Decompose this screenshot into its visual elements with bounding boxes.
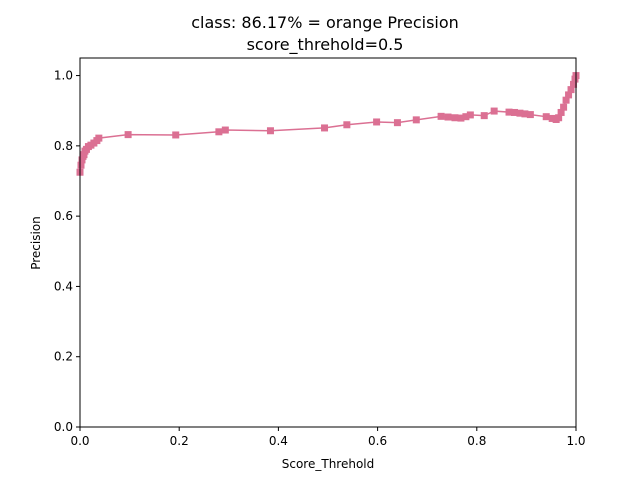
y-axis-label: Precision bbox=[29, 216, 43, 270]
chart-title-line2: score_threhold=0.5 bbox=[247, 35, 404, 55]
data-point bbox=[480, 112, 488, 120]
x-tick-label: 0.4 bbox=[269, 434, 288, 448]
data-point bbox=[266, 127, 274, 135]
x-tick-label: 0.6 bbox=[368, 434, 387, 448]
x-tick-label: 0.2 bbox=[170, 434, 189, 448]
data-point bbox=[526, 111, 534, 119]
series-line bbox=[79, 75, 577, 173]
data-point bbox=[343, 121, 351, 129]
data-point bbox=[95, 134, 103, 142]
data-point bbox=[124, 131, 132, 139]
data-point bbox=[393, 119, 401, 127]
plot-frame bbox=[79, 57, 577, 428]
y-tick-label: 0.0 bbox=[54, 420, 73, 434]
y-tick-label: 0.6 bbox=[54, 209, 73, 223]
data-point bbox=[466, 111, 474, 119]
data-point bbox=[571, 75, 579, 83]
data-point bbox=[444, 113, 452, 121]
data-point bbox=[557, 108, 565, 116]
data-point bbox=[567, 86, 575, 94]
y-tick-label: 0.8 bbox=[54, 139, 73, 153]
data-point bbox=[516, 109, 524, 117]
data-point bbox=[548, 114, 556, 122]
data-point bbox=[172, 131, 180, 139]
data-point bbox=[510, 108, 518, 116]
x-tick-label: 1.0 bbox=[566, 434, 585, 448]
y-tick-label: 1.0 bbox=[54, 69, 73, 83]
data-point bbox=[78, 156, 86, 164]
x-tick-label: 0.0 bbox=[70, 434, 89, 448]
data-point bbox=[570, 80, 578, 88]
data-point bbox=[77, 161, 85, 169]
data-point bbox=[490, 107, 498, 115]
chart-title-line1: class: 86.17% = orange Precision bbox=[191, 13, 459, 32]
data-point bbox=[437, 112, 445, 120]
x-tick-label: 0.8 bbox=[467, 434, 486, 448]
data-point bbox=[562, 96, 570, 104]
plot-area bbox=[76, 72, 580, 176]
x-axis-label: Score_Threhold bbox=[282, 457, 375, 471]
data-point bbox=[565, 91, 573, 99]
y-tick-label: 0.4 bbox=[54, 279, 73, 293]
y-tick-label: 0.2 bbox=[54, 350, 73, 364]
x-axis: 0.0 0.2 0.4 0.6 0.8 1.0 bbox=[70, 427, 586, 448]
data-point bbox=[412, 116, 420, 124]
data-point bbox=[521, 110, 529, 118]
data-point bbox=[321, 124, 329, 132]
data-point bbox=[451, 114, 459, 122]
data-point bbox=[215, 128, 223, 136]
data-point bbox=[542, 113, 550, 121]
data-point bbox=[555, 114, 563, 122]
data-point bbox=[373, 118, 381, 126]
data-point bbox=[462, 113, 470, 121]
data-point bbox=[457, 114, 465, 122]
data-point bbox=[80, 151, 88, 159]
data-point bbox=[505, 108, 513, 116]
y-axis: 0.0 0.2 0.4 0.6 0.8 1.0 bbox=[54, 69, 80, 434]
data-point bbox=[221, 126, 229, 134]
data-point bbox=[560, 103, 568, 111]
